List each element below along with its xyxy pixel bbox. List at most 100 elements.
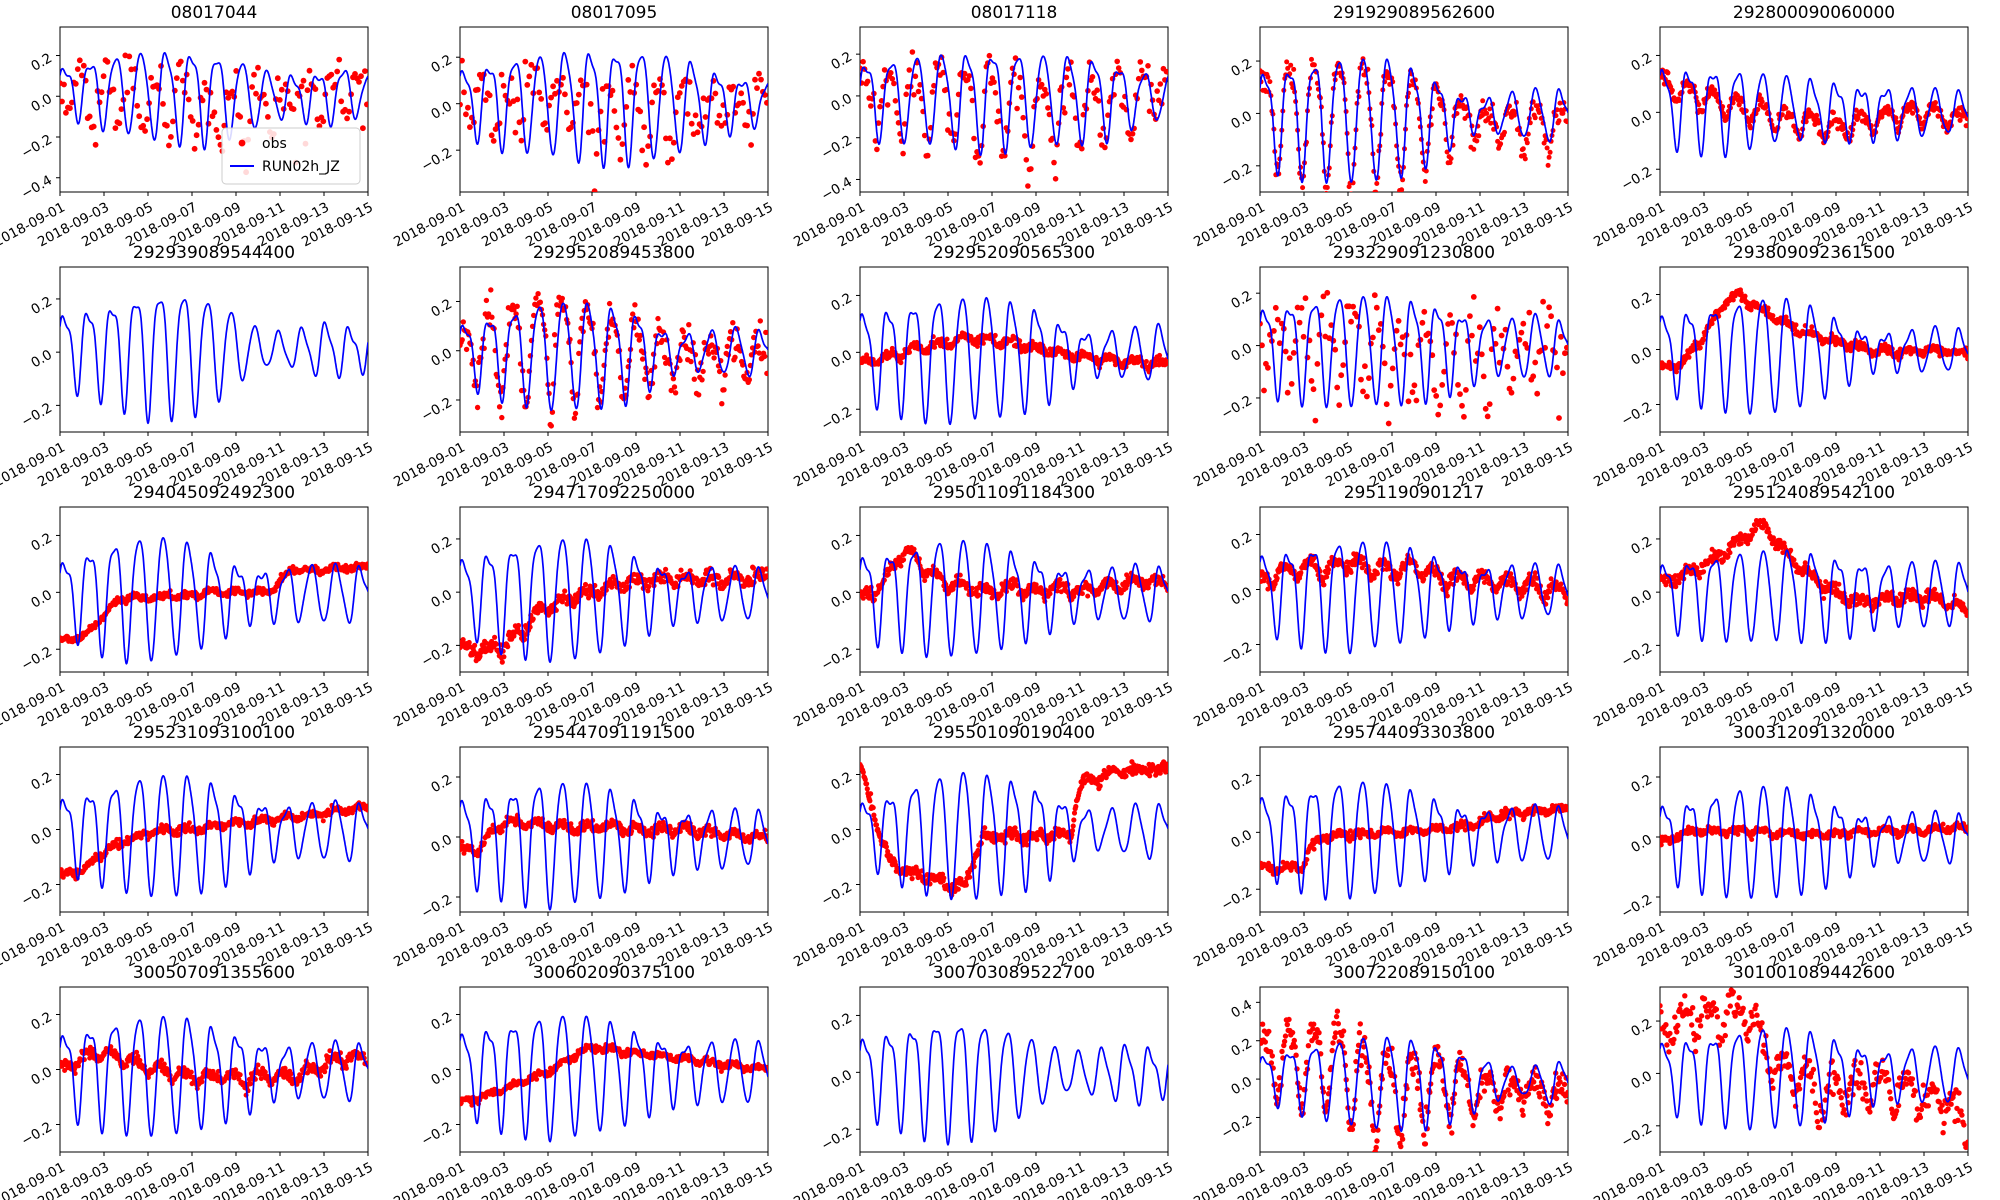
model-line-series xyxy=(60,51,368,151)
y-tick-label: 0.0 xyxy=(1228,1074,1255,1099)
subplot: 301001089442600 0.2 0.0 −0.2 2018-09-01 2018-… xyxy=(1591,960,2000,1200)
model-line-series xyxy=(460,782,768,911)
y-tick-label: 0.2 xyxy=(1628,1016,1655,1041)
model-line-series xyxy=(1260,541,1568,655)
y-tick-label: −0.2 xyxy=(1619,1120,1655,1150)
obs-scatter-series xyxy=(460,57,768,192)
axes-frame xyxy=(59,746,369,913)
subplot-canvas: 29511909012170.20.0−0.22018-09-012018-09… xyxy=(1191,483,1576,730)
obs-scatter-series xyxy=(1660,820,1968,848)
subplot: 08017044 0.2 0.0 −0.2 −0.4 2018-09-01 2018-09-… xyxy=(0,0,400,250)
y-tick-label: 0.2 xyxy=(428,296,455,321)
subplot: 300602090375100 0.2 0.0 −0.2 2018-09-01 2018-… xyxy=(391,960,800,1200)
y-tick-label: 0.0 xyxy=(428,98,455,123)
subplot-title: 300703089522700 xyxy=(933,963,1095,983)
y-tick-label: −0.2 xyxy=(19,644,55,674)
subplot: 295011091184300 0.2 0.0 −0.2 2018-09-01 2018-… xyxy=(791,480,1200,730)
subplot: 08017118 0.2 0.0 −0.2 −0.4 2018-09-01 2018-09-… xyxy=(791,0,1200,250)
y-tick-label: 0.0 xyxy=(1628,107,1655,132)
subplot-title: 295124089542100 xyxy=(1733,483,1895,503)
y-tick-label: 0.0 xyxy=(28,91,55,116)
obs-scatter-series xyxy=(1660,517,1968,618)
y-tick-label: −0.2 xyxy=(819,644,855,674)
subplot-title: 293809092361500 xyxy=(1733,243,1895,263)
y-tick-label: 0.2 xyxy=(1228,1035,1255,1060)
model-line-series xyxy=(60,299,368,425)
y-tick-label: 0.2 xyxy=(28,769,55,794)
obs-scatter-series xyxy=(860,545,1168,604)
model-line-series xyxy=(60,775,368,898)
y-tick-label: −0.2 xyxy=(19,400,55,430)
subplot: 300507091355600 0.2 0.0 −0.2 2018-09-01 2018-… xyxy=(0,960,400,1200)
subplot-title: 08017118 xyxy=(971,3,1058,23)
y-tick-label: −0.2 xyxy=(419,640,455,670)
y-tick-label: −0.2 xyxy=(419,145,455,175)
y-tick-label: 0.2 xyxy=(428,52,455,77)
obs-scatter-series xyxy=(460,1042,768,1108)
y-tick-label: 0.2 xyxy=(428,772,455,797)
model-line-series xyxy=(860,296,1168,426)
y-tick-label: −0.2 xyxy=(19,1119,55,1149)
subplot: 292952090565300 0.2 0.0 −0.2 2018-09-01 2018-… xyxy=(791,240,1200,490)
y-tick-label: 0.2 xyxy=(1628,289,1655,314)
subplot-title: 295011091184300 xyxy=(933,483,1095,503)
subplot-canvas: 3010010894426000.20.0−0.22018-09-012018-… xyxy=(1591,963,1976,1200)
y-tick-label: −0.2 xyxy=(419,892,455,922)
subplot-title: 294717092250000 xyxy=(533,483,695,503)
obs-scatter-series xyxy=(460,287,768,429)
y-tick-label: 0.2 xyxy=(28,530,55,555)
subplot-canvas: 080170440.20.0−0.2−0.42018-09-012018-09-… xyxy=(0,3,376,250)
model-line-series xyxy=(860,1028,1168,1146)
subplot-canvas: 2951240895421000.20.0−0.22018-09-012018-… xyxy=(1591,483,1976,730)
model-line-series xyxy=(460,302,768,412)
subplot-canvas: 3007030895227000.20.0−0.22018-09-012018-… xyxy=(791,963,1176,1200)
y-tick-label: 0.2 xyxy=(828,49,855,74)
subplot-title: 295501090190400 xyxy=(933,723,1095,743)
model-line-series xyxy=(1660,785,1968,899)
subplot: 292952089453800 0.2 0.0 −0.2 2018-09-01 2018-… xyxy=(391,240,800,490)
subplot-canvas: 2929390895444000.20.0−0.22018-09-012018-… xyxy=(0,243,376,490)
subplot: 08017095 0.2 0.0 −0.2 2018-09-01 2018-09-03 20… xyxy=(391,0,800,250)
y-tick-label: 0.0 xyxy=(1628,832,1655,857)
y-tick-label: −0.2 xyxy=(819,404,855,434)
subplot-canvas: 080170950.20.0−0.22018-09-012018-09-0320… xyxy=(391,3,776,250)
axes-frame xyxy=(459,266,769,433)
model-line-series xyxy=(60,536,368,665)
y-tick-label: 0.0 xyxy=(1628,587,1655,612)
subplot: 292939089544400 0.2 0.0 −0.2 2018-09-01 2018-… xyxy=(0,240,400,490)
subplot: 295231093100100 0.2 0.0 −0.2 2018-09-01 2018-… xyxy=(0,720,400,970)
y-tick-label: −0.2 xyxy=(1219,393,1255,423)
model-line-series xyxy=(1660,549,1968,645)
subplot-title: 300312091320000 xyxy=(1733,723,1895,743)
subplot-title: 295231093100100 xyxy=(133,723,295,743)
y-tick-label: 0.2 xyxy=(28,294,55,319)
obs-scatter-series xyxy=(1660,287,1968,375)
legend: obs RUN02h_JZ xyxy=(221,127,361,185)
y-tick-label: 0.0 xyxy=(28,824,55,849)
subplot: 300703089522700 0.2 0.0 −0.2 2018-09-01 2018-… xyxy=(791,960,1200,1200)
model-line-series xyxy=(1260,58,1568,184)
y-tick-label: 0.2 xyxy=(428,1009,455,1034)
subplot-title: 301001089442600 xyxy=(1733,963,1895,983)
subplot-title: 294045092492300 xyxy=(133,483,295,503)
subplot-title: 300602090375100 xyxy=(533,963,695,983)
subplot: 300312091320000 0.2 0.0 −0.2 2018-09-01 2018-… xyxy=(1591,720,2000,970)
model-line-series xyxy=(460,51,768,170)
model-line-series xyxy=(1260,1036,1568,1133)
y-tick-label: 0.2 xyxy=(28,1009,55,1034)
subplot-canvas: 2957440933038000.20.0−0.22018-09-012018-… xyxy=(1191,723,1576,970)
y-tick-label: 0.2 xyxy=(1628,534,1655,559)
y-tick-label: −0.2 xyxy=(1619,399,1655,429)
subplot-canvas: 3005070913556000.20.0−0.22018-09-012018-… xyxy=(0,963,376,1200)
y-tick-label: 0.2 xyxy=(828,1010,855,1035)
subplot: 295501090190400 0.2 0.0 −0.2 2018-09-01 2018-… xyxy=(791,720,1200,970)
subplot: 292800090060000 0.2 0.0 −0.2 2018-09-01 2018-… xyxy=(1591,0,2000,250)
model-line-series xyxy=(60,1015,368,1137)
subplot: 291929089562600 0.2 0.0 −0.2 2018-09-01 2018-… xyxy=(1191,0,1600,250)
y-tick-label: 0.0 xyxy=(428,587,455,612)
y-tick-label: −0.2 xyxy=(19,879,55,909)
y-tick-label: 0.0 xyxy=(28,347,55,372)
legend-box xyxy=(221,127,361,185)
